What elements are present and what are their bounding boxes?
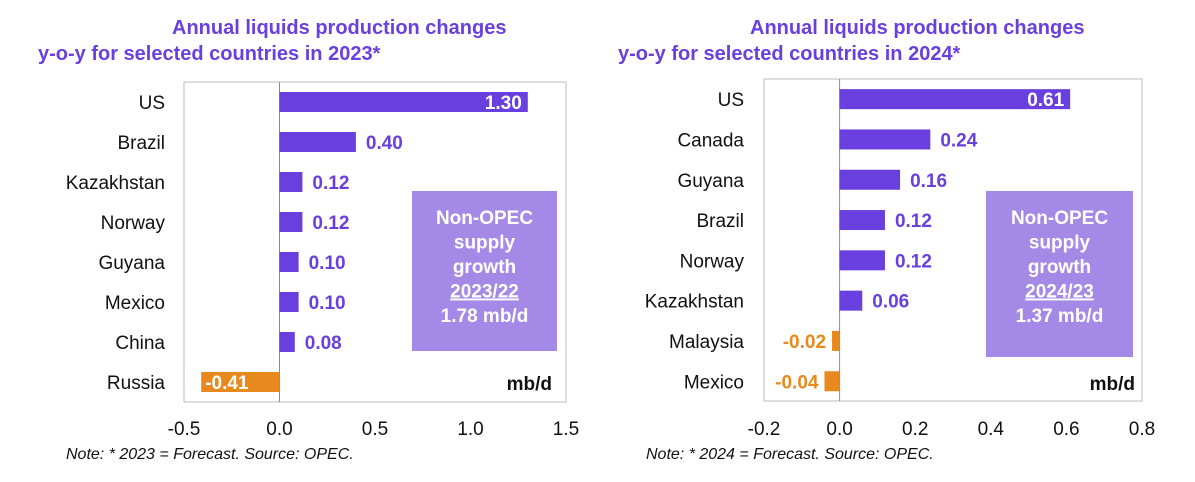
category-label: Malaysia — [669, 332, 744, 353]
bar — [279, 172, 303, 192]
category-label: Norway — [101, 213, 166, 234]
bar-chart-2024: -0.2 0.0 0.2 0.4 0.6 0.8 US 0.61 Canada 0.24 Guyan… — [645, 78, 1155, 440]
chart-note: Note: * 2024 = Forecast. Source: OPEC. — [646, 446, 934, 463]
x-tick-label: 1.0 — [457, 419, 483, 440]
annotation-line-2: supply — [454, 233, 516, 254]
data-label: 0.12 — [895, 251, 932, 272]
bar — [279, 332, 295, 352]
category-label: US — [718, 90, 744, 111]
bar — [839, 89, 1071, 110]
data-label: 0.12 — [895, 211, 932, 232]
x-tick-label: 0.0 — [826, 419, 852, 440]
bar — [279, 92, 528, 112]
bar — [279, 252, 299, 272]
annotation-line-3: growth — [1028, 257, 1091, 278]
category-label: US — [139, 93, 165, 114]
x-tick-label: -0.2 — [748, 419, 781, 440]
x-tick-label: 0.6 — [1053, 419, 1079, 440]
annotation-line-2: supply — [1029, 233, 1091, 254]
category-label: Brazil — [117, 133, 165, 154]
annotation-line-1: Non-OPEC — [436, 208, 533, 229]
data-label: -0.02 — [783, 332, 826, 353]
bar — [839, 129, 931, 150]
category-label: China — [115, 333, 165, 354]
annotation-box — [986, 191, 1133, 357]
x-tick-label: 1.5 — [553, 419, 579, 440]
bar — [279, 132, 356, 152]
annotation-box — [412, 191, 557, 351]
data-label: 0.06 — [872, 292, 909, 313]
x-tick-label: -0.5 — [168, 419, 201, 440]
data-label: 0.10 — [309, 293, 346, 314]
bar — [839, 290, 863, 311]
chart-title-line-2: y-o-y for selected countries in 2023* — [38, 43, 381, 65]
category-label: Mexico — [684, 372, 744, 393]
annotation-value: 1.78 mb/d — [441, 306, 529, 327]
data-label: 0.08 — [305, 333, 342, 354]
bar — [201, 372, 280, 392]
category-label: Norway — [680, 251, 745, 272]
data-label: -0.41 — [205, 373, 249, 394]
x-tick-label: 0.0 — [266, 419, 292, 440]
data-label: 0.12 — [312, 213, 349, 234]
category-label: Canada — [677, 130, 744, 151]
x-tick-label: 0.8 — [1129, 419, 1155, 440]
data-label: 1.30 — [485, 93, 522, 114]
bar — [824, 371, 840, 392]
data-label: 0.10 — [309, 253, 346, 274]
bar — [279, 212, 303, 232]
x-tick-label: 0.2 — [902, 419, 928, 440]
chart-title-line-1: Annual liquids production changes — [750, 17, 1085, 39]
unit-label: mb/d — [507, 374, 552, 395]
x-tick-label: 0.4 — [978, 419, 1005, 440]
annotation-period: 2024/23 — [1025, 282, 1094, 303]
annotation-period: 2023/22 — [450, 282, 519, 303]
chart-note: Note: * 2023 = Forecast. Source: OPEC. — [66, 446, 354, 463]
chart-panel-2024: Annual liquids production changes y-o-y … — [598, 0, 1195, 482]
data-label: 0.61 — [1027, 90, 1064, 111]
category-label: Guyana — [98, 253, 165, 274]
data-label: 0.16 — [910, 171, 947, 192]
data-label: 0.40 — [366, 133, 403, 154]
bar-chart-2023: -0.5 0.0 0.5 1.0 1.5 US 1.30 Brazil 0.40 Kazakhst… — [66, 81, 579, 440]
plot-area — [183, 81, 567, 403]
chart-title-line-1: Annual liquids production changes — [172, 17, 507, 39]
annotation-value: 1.37 mb/d — [1016, 306, 1104, 327]
annotation-line-1: Non-OPEC — [1011, 208, 1108, 229]
bar — [839, 210, 885, 231]
data-label: -0.04 — [775, 372, 819, 393]
plot-area — [763, 78, 1143, 402]
bar — [839, 169, 901, 190]
category-label: Brazil — [696, 211, 744, 232]
category-label: Kazakhstan — [645, 292, 744, 313]
chart-panel-2023: Annual liquids production changes y-o-y … — [38, 17, 579, 463]
category-label: Guyana — [677, 171, 744, 192]
data-label: 0.24 — [940, 130, 977, 151]
category-label: Russia — [107, 373, 166, 394]
chart-title-line-2: y-o-y for selected countries in 2024* — [618, 43, 961, 65]
category-label: Mexico — [105, 293, 165, 314]
x-tick-label: 0.5 — [362, 419, 388, 440]
data-label: 0.12 — [312, 173, 349, 194]
category-label: Kazakhstan — [66, 173, 165, 194]
bar — [832, 330, 840, 351]
bar — [839, 250, 885, 271]
unit-label: mb/d — [1090, 374, 1135, 395]
annotation-line-3: growth — [453, 257, 516, 278]
bar — [279, 292, 299, 312]
